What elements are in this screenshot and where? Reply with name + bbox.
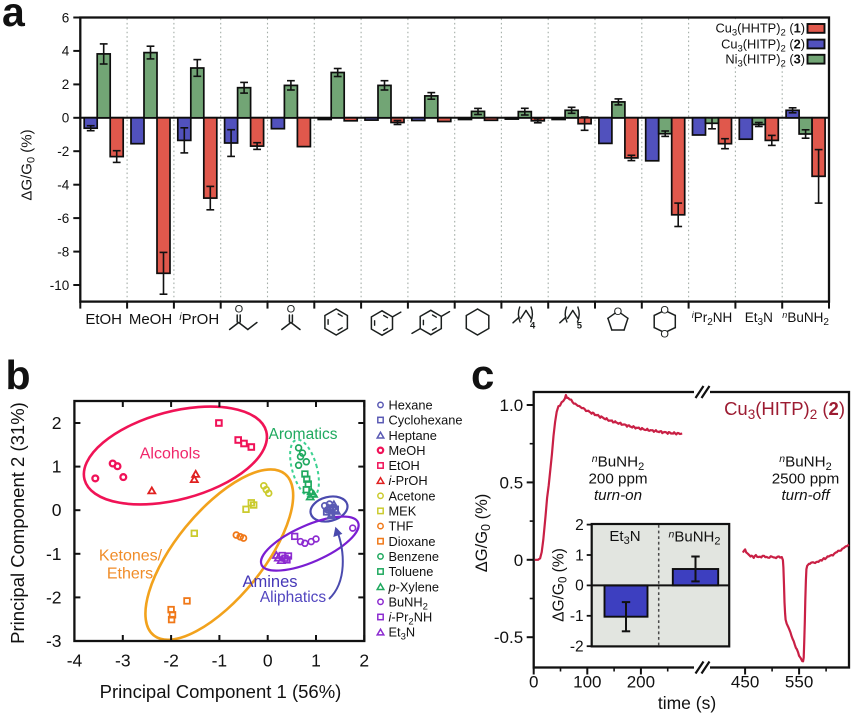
svg-text:iPrOH: iPrOH [179,311,219,328]
svg-text:Et3N: Et3N [609,528,640,547]
svg-text:c: c [471,351,494,398]
svg-text:p-Xylene: p-Xylene [388,579,440,594]
svg-text:2: 2 [52,413,62,433]
svg-text:Cyclohexane: Cyclohexane [389,413,463,428]
svg-text:550: 550 [785,673,813,692]
svg-text:ΔG/G0 (%): ΔG/G0 (%) [473,494,493,572]
svg-text:nBuNH2: nBuNH2 [782,310,829,328]
svg-text:MeOH: MeOH [129,311,172,328]
svg-text:-4: -4 [57,178,69,193]
svg-text:0: 0 [575,578,584,595]
svg-text:Amines: Amines [242,573,297,591]
svg-text:-1: -1 [212,651,228,671]
svg-text:1: 1 [311,651,321,671]
svg-text:-2: -2 [57,144,69,159]
svg-text:Benzene: Benzene [389,549,440,564]
svg-text:-3: -3 [115,651,131,671]
svg-text:1: 1 [52,457,62,477]
svg-text:i-Pr2NH: i-Pr2NH [389,610,433,628]
svg-text:turn-off: turn-off [781,487,831,504]
svg-text:2: 2 [575,517,584,534]
svg-text:1: 1 [575,547,584,564]
svg-text:0: 0 [514,551,523,570]
svg-text:Cu3(HITP)2 (2): Cu3(HITP)2 (2) [724,398,845,422]
svg-text:4: 4 [62,44,70,59]
svg-text:Principal Component 1 (56%): Principal Component 1 (56%) [100,681,342,702]
svg-text:O: O [614,306,623,318]
svg-text:0: 0 [263,651,273,671]
svg-text:MEK: MEK [389,504,417,519]
svg-text:-8: -8 [57,244,69,259]
svg-text:THF: THF [389,519,414,534]
svg-text:Ni3(HITP)2 (3): Ni3(HITP)2 (3) [725,52,805,70]
svg-text:-10: -10 [50,278,70,293]
svg-text:Alcohols: Alcohols [140,446,200,463]
svg-text:Aliphatics: Aliphatics [260,589,327,606]
svg-text:Cu3(HITP)2 (2): Cu3(HITP)2 (2) [721,36,805,54]
svg-text:2500 ppm: 2500 ppm [772,470,840,487]
svg-text:b: b [6,352,31,398]
svg-text:time (s): time (s) [658,693,716,713]
svg-text:-0.5: -0.5 [494,628,523,647]
svg-text:Ketones/: Ketones/ [99,548,163,565]
svg-text:Acetone: Acetone [389,488,436,503]
svg-text:Aromatics: Aromatics [269,426,338,443]
svg-text:200: 200 [627,673,655,692]
svg-text:0: 0 [52,500,62,520]
svg-text:2: 2 [62,77,70,92]
svg-text:-2: -2 [163,651,179,671]
svg-text:-3: -3 [46,631,62,651]
svg-text:turn-on: turn-on [594,487,642,504]
svg-text:ΔG/G0 (%): ΔG/G0 (%) [551,548,570,622]
svg-text:450: 450 [731,673,759,692]
svg-text:nBuNH2: nBuNH2 [669,528,721,547]
svg-text:Toluene: Toluene [389,564,434,579]
svg-text:a: a [2,0,26,35]
svg-text:O: O [235,304,244,316]
svg-text:-6: -6 [57,211,69,226]
svg-text:EtOH: EtOH [85,311,122,328]
svg-text:0: 0 [529,673,538,692]
svg-text:0: 0 [62,111,70,126]
svg-text:Et3N: Et3N [745,310,773,328]
svg-text:O: O [660,329,669,341]
svg-text:Hexane: Hexane [389,398,433,413]
svg-text:Ethers: Ethers [107,566,153,583]
svg-text:1.0: 1.0 [500,396,524,415]
svg-text:ΔG/G0 (%): ΔG/G0 (%) [19,129,38,200]
svg-text:-4: -4 [67,651,83,671]
svg-text:Heptane: Heptane [389,428,437,443]
svg-text:BuNH2: BuNH2 [389,594,428,612]
svg-text:nBuNH2: nBuNH2 [779,453,831,473]
svg-text:5: 5 [577,321,583,332]
svg-text:Dioxane: Dioxane [389,534,436,549]
svg-text:6: 6 [62,10,70,25]
svg-text:Et3N: Et3N [389,625,416,643]
svg-text:i-PrOH: i-PrOH [389,473,428,488]
svg-text:4: 4 [530,321,536,332]
svg-text:-2: -2 [570,639,584,656]
svg-text:O: O [287,304,296,316]
svg-text:-2: -2 [46,587,62,607]
svg-text:200 ppm: 200 ppm [588,470,647,487]
svg-text:100: 100 [573,673,601,692]
svg-text:EtOH: EtOH [389,458,420,473]
svg-text:0.5: 0.5 [500,473,524,492]
svg-text:O: O [660,304,669,316]
svg-text:Principal Component 2 (31%): Principal Component 2 (31%) [7,402,28,644]
svg-text:iPr2NH: iPr2NH [692,310,733,328]
svg-text:2: 2 [359,651,369,671]
svg-text:nBuNH2: nBuNH2 [592,453,644,473]
svg-text:MeOH: MeOH [389,443,426,458]
svg-text:-1: -1 [46,544,62,564]
svg-text:-1: -1 [570,608,584,625]
